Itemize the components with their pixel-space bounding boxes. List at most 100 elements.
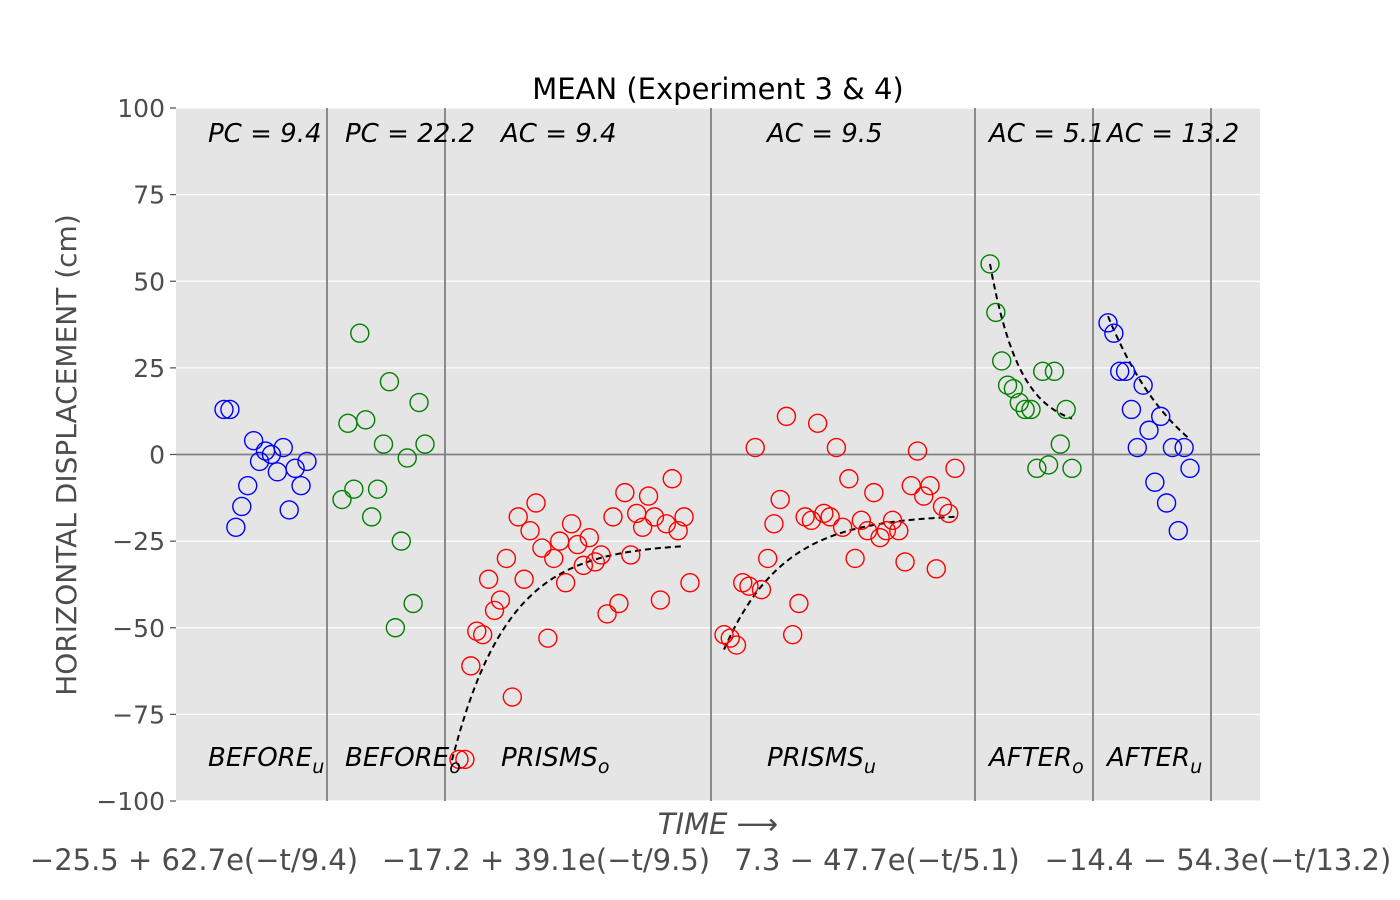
- phase-subscript: u: [312, 756, 324, 778]
- y-tick-label: −50: [112, 614, 165, 643]
- phase-name-label: BEFOREo: [345, 743, 461, 778]
- data-point: [449, 749, 469, 770]
- data-point: [807, 413, 828, 434]
- data-point: [561, 514, 582, 534]
- phase-name-label: PRISMSu: [767, 743, 876, 778]
- data-point: [668, 521, 688, 541]
- data-point: [939, 503, 959, 524]
- data-point: [520, 521, 540, 541]
- data-point: [297, 451, 317, 472]
- phase-stat-label: AC = 13.2: [1105, 119, 1239, 149]
- data-point: [932, 496, 953, 517]
- data-point: [870, 527, 890, 548]
- data-point: [1003, 378, 1024, 399]
- data-point: [751, 579, 772, 600]
- data-point: [770, 489, 790, 510]
- data-point: [344, 479, 364, 499]
- data-point: [361, 507, 382, 527]
- data-point: [367, 479, 388, 499]
- data-point: [1156, 493, 1177, 513]
- data-point: [1027, 458, 1047, 479]
- data-point: [920, 475, 940, 496]
- data-point: [650, 590, 671, 610]
- data-point: [745, 437, 765, 458]
- data-point: [820, 507, 840, 527]
- data-point: [1050, 434, 1070, 454]
- fit-equation-4: −14.4 − 54.3e(−t/13.2): [1045, 843, 1392, 877]
- data-point: [350, 323, 370, 343]
- data-point: [356, 410, 376, 430]
- y-tick-label: −75: [112, 700, 165, 729]
- data-point: [573, 555, 594, 576]
- data-point: [1062, 458, 1082, 479]
- data-point: [285, 458, 305, 479]
- data-point: [1133, 375, 1153, 395]
- phase-dividers: [326, 108, 1212, 801]
- data-point: [1168, 521, 1188, 541]
- data-point: [992, 351, 1012, 371]
- data-point: [758, 548, 778, 569]
- data-point: [597, 604, 617, 624]
- phase-stat-label: PC = 22.2: [345, 119, 475, 149]
- data-point: [373, 434, 394, 454]
- fit-equation-2: −17.2 + 39.1e(−t/9.5): [382, 843, 710, 877]
- data-point: [876, 521, 897, 541]
- data-point: [226, 517, 246, 537]
- y-axis-label: HORIZONTAL DISPLACEMENT (cm): [50, 214, 83, 696]
- phase-subscript: u: [1190, 756, 1202, 778]
- y-axis-ticks: 100 75 50 25 0 −25 −50 −75 −100: [96, 94, 176, 816]
- data-point: [1180, 458, 1200, 479]
- data-point: [291, 475, 311, 496]
- data-point: [1139, 420, 1159, 440]
- data-point: [901, 475, 921, 496]
- phase-stat-label: AC = 5.1: [987, 119, 1105, 149]
- data-point: [1009, 392, 1029, 413]
- data-point: [1162, 437, 1183, 458]
- fit-curve: [1107, 315, 1191, 441]
- data-point: [455, 749, 475, 770]
- data-point: [603, 507, 623, 527]
- data-point: [391, 531, 411, 551]
- data-point: [214, 399, 234, 420]
- data-point: [273, 437, 293, 458]
- data-point: [914, 486, 934, 506]
- data-point: [579, 527, 600, 548]
- data-point: [472, 624, 493, 645]
- data-point: [1056, 399, 1076, 420]
- phase-annotations: PC = 9.4 BEFOREu PC = 22.2 BEFOREo AC = 9.4 P…: [208, 119, 1239, 778]
- data-point: [674, 507, 694, 527]
- data-point: [397, 448, 417, 468]
- data-point: [496, 548, 517, 569]
- data-point: [632, 517, 653, 537]
- data-point: [782, 624, 803, 645]
- fit-equation-1: −25.5 + 62.7e(−t/9.4): [30, 843, 358, 877]
- data-point: [801, 510, 822, 531]
- data-point: [638, 486, 659, 506]
- data-point: [1174, 437, 1194, 458]
- data-point: [621, 545, 641, 565]
- data-point: [555, 573, 576, 593]
- data-point: [1104, 323, 1124, 343]
- data-point: [980, 254, 1000, 274]
- data-point: [585, 552, 605, 572]
- data-point: [1021, 399, 1041, 420]
- data-point: [514, 569, 534, 589]
- data-point: [1110, 361, 1130, 382]
- data-point: [1145, 472, 1165, 492]
- data-point: [484, 600, 505, 621]
- data-point: [832, 517, 853, 537]
- data-point: [261, 444, 282, 465]
- data-point: [1044, 361, 1065, 382]
- data-point: [220, 399, 240, 420]
- phase-subscript: o: [449, 756, 461, 778]
- data-point: [680, 573, 700, 593]
- y-tick-label: 50: [133, 267, 165, 296]
- data-point: [720, 628, 740, 648]
- data-point: [478, 569, 499, 589]
- data-point: [609, 593, 629, 614]
- data-point: [1015, 399, 1035, 420]
- fit-equation-3: 7.3 − 47.7e(−t/5.1): [734, 843, 1019, 877]
- data-point: [544, 548, 564, 569]
- data-point: [1121, 399, 1142, 420]
